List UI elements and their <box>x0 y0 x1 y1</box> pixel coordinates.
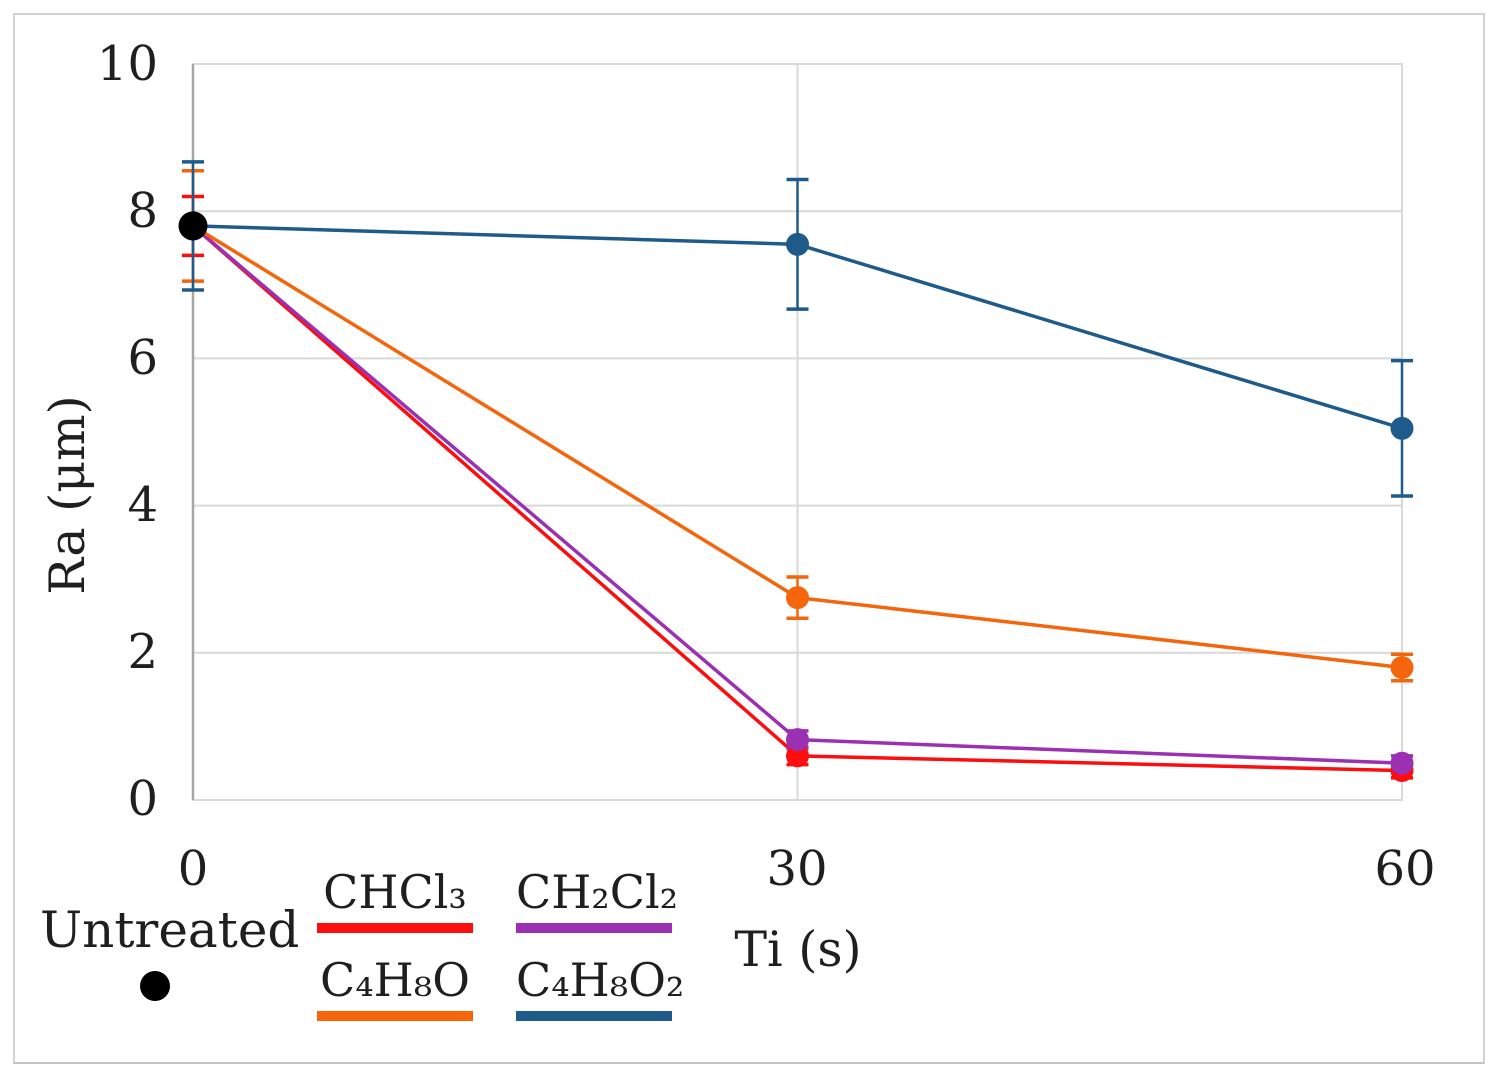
y-axis-title: Ra (μm) <box>39 395 96 595</box>
y-tick-0: 0 <box>127 771 158 827</box>
x-tick-60: 60 <box>1374 841 1436 897</box>
legend-swatch-c4h8o <box>317 1011 473 1021</box>
y-tick-6: 6 <box>127 330 158 386</box>
y-tick-8: 8 <box>127 183 158 239</box>
legend-item-c4h8o: C₄H₈O <box>317 952 473 1021</box>
untreated-dot-icon <box>140 971 170 1001</box>
legend-label-c4h8o2: C₄H₈O₂ <box>516 953 685 1007</box>
legend-item-chcl3: CHCl₃ <box>317 864 473 933</box>
legend-label-c4h8o: C₄H₈O <box>320 953 470 1007</box>
figure-frame <box>13 13 1485 1064</box>
y-tick-10: 10 <box>96 36 158 92</box>
legend-item-c4h8o2: C₄H₈O₂ <box>516 952 685 1021</box>
legend-swatch-c4h8o2 <box>516 1011 672 1021</box>
legend-untreated-label: Untreated <box>40 901 300 959</box>
legend-untreated: Untreated <box>40 901 300 1001</box>
y-tick-4: 4 <box>127 477 158 533</box>
legend-label-chcl3: CHCl₃ <box>323 865 467 919</box>
legend-swatch-ch2cl2 <box>516 923 672 933</box>
legend-swatch-chcl3 <box>317 923 473 933</box>
x-tick-30: 30 <box>766 841 828 897</box>
x-axis-title: Ti (s) <box>734 921 862 978</box>
legend-label-ch2cl2: CH₂Cl₂ <box>516 865 679 919</box>
y-tick-2: 2 <box>127 624 158 680</box>
legend-item-ch2cl2: CH₂Cl₂ <box>516 864 679 933</box>
x-tick-0: 0 <box>177 841 209 897</box>
